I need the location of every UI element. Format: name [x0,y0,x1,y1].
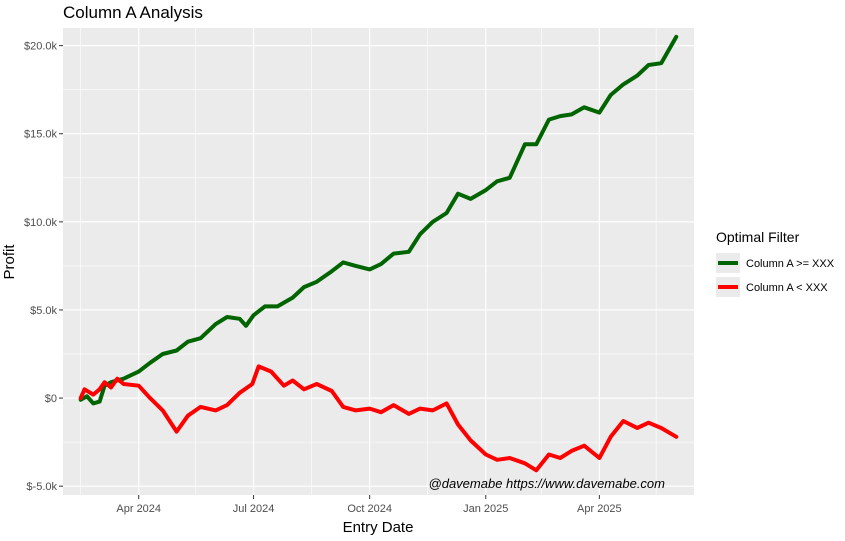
x-axis-ticks: Apr 2024 Jul 2024 Oct 2024 Jan 2025 Apr 2025 [116,495,622,515]
y-tick-label: $5.0k [30,305,57,317]
y-tick-label: $15.0k [24,129,58,141]
x-tick-label: Apr 2024 [116,503,161,515]
y-tick-label: $10.0k [24,217,58,229]
x-tick-label: Apr 2025 [577,503,622,515]
series-line-2 [78,364,679,473]
x-tick-label: Jul 2024 [233,503,275,515]
legend-label-2: Column A < XXX [746,282,828,294]
y-tick-label: $-5.0k [26,481,57,493]
series-lines [78,34,679,473]
x-tick-label: Oct 2024 [347,503,392,515]
series-line-1 [78,34,679,406]
chart-title: Column A Analysis [63,3,203,22]
legend-title: Optimal Filter [716,229,800,245]
x-axis-label: Entry Date [343,519,414,536]
legend: Optimal Filter Column A >= XXX Column A <… [716,229,835,297]
legend-label-1: Column A >= XXX [746,258,835,270]
chart-annotation: @davemabe https://www.davemabe.com [429,476,666,491]
legend-items: Column A >= XXX Column A < XXX [716,253,835,297]
y-axis-ticks: $-5.0k $0 $5.0k $10.0k $15.0k $20.0k [24,41,63,493]
y-tick-label: $20.0k [24,41,58,53]
x-tick-label: Jan 2025 [463,503,508,515]
y-tick-label: $0 [45,393,57,405]
gridlines [63,28,694,495]
y-axis-label: Profit [1,244,18,280]
